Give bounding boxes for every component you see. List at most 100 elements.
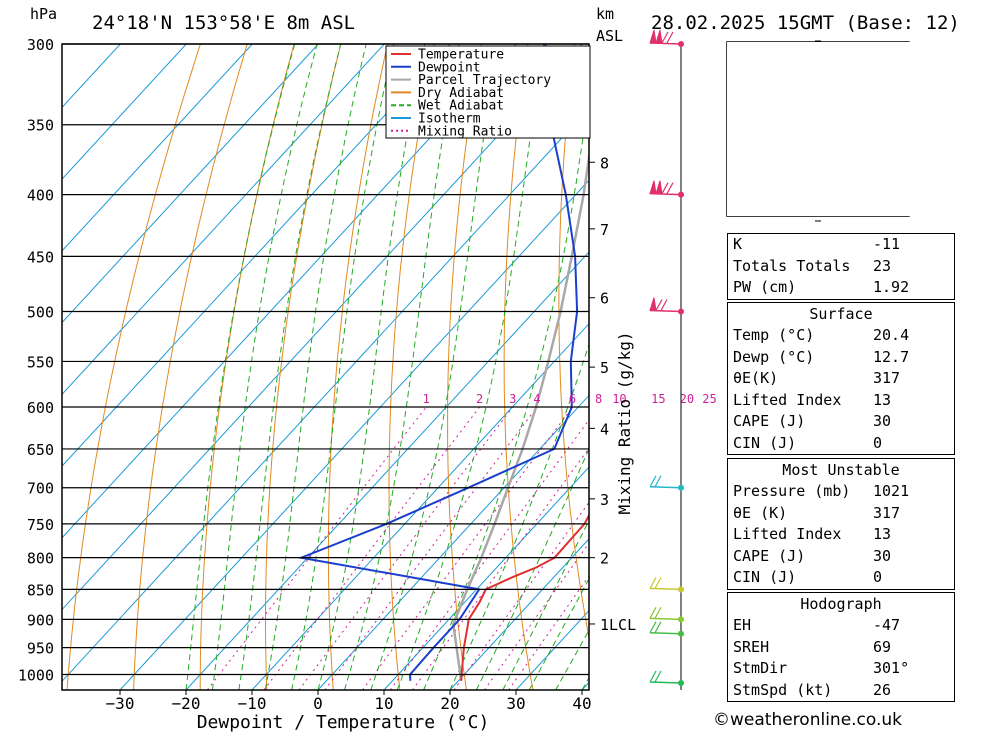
mixing-ratio-line	[411, 447, 589, 690]
mixing-ratio-label: 3	[509, 392, 516, 406]
mixing-ratio-label: 20	[680, 392, 694, 406]
row-label: Lifted Index	[733, 525, 842, 543]
dry-adiabat-line	[388, 44, 435, 690]
table-row: Lifted Index 13	[728, 390, 954, 412]
dry-adiabat-line	[66, 44, 201, 690]
isotherm-line	[251, 322, 589, 690]
row-label: K	[733, 235, 743, 253]
mixing-ratio-label: 8	[595, 392, 602, 406]
location-label: 24°18'N 153°58'E 8m ASL	[92, 12, 355, 34]
table-row: Temp (°C) 20.4	[728, 325, 954, 347]
row-value: -11	[873, 235, 901, 253]
wind-barb-shaft	[649, 587, 682, 591]
x-tick-label: −30	[106, 694, 135, 713]
isotherm-line	[62, 44, 385, 396]
wind-barb-shaft	[649, 485, 682, 489]
row-value: 30	[873, 546, 892, 565]
wet-adiabat-line	[317, 44, 426, 690]
isotherm-line	[449, 538, 589, 690]
table-row: CIN (J) 0	[728, 433, 954, 455]
wind-barb-shaft	[649, 631, 682, 635]
pressure-tick-label: 1000	[18, 667, 54, 685]
mixing-ratio-label: 25	[702, 392, 716, 406]
wind-barb-feather	[654, 670, 662, 683]
indices-table: K -11 Totals Totals 23 PW (cm) 1.92	[727, 233, 955, 300]
pressure-tick-label: 750	[27, 516, 54, 534]
legend-entry: Dewpoint	[418, 60, 481, 75]
table-row: EH -47	[728, 615, 954, 637]
row-value: 1.92	[873, 278, 910, 296]
wet-adiabat-line	[185, 44, 296, 690]
x-tick-label: 40	[572, 694, 591, 713]
legend-box	[385, 45, 591, 139]
wind-barb-icon	[649, 297, 682, 313]
table-row: CAPE (J) 30	[728, 546, 954, 568]
wind-barb-feather	[654, 607, 662, 619]
pressure-tick-label: 850	[27, 581, 54, 599]
row-label: CAPE (J)	[733, 412, 806, 430]
most-unstable-table: Most Unstable Pressure (mb) 1021 θE (K) 317 L…	[727, 458, 955, 590]
row-label: StmSpd (kt)	[733, 680, 833, 699]
pressure-tick-label: 350	[27, 117, 54, 135]
table-row: CAPE (J) 30	[728, 411, 954, 433]
row-value: 30	[873, 412, 892, 430]
table-row: SREH 69	[728, 637, 954, 659]
hodograph-panel	[727, 42, 955, 216]
hodograph-table: Hodograph EH -47 SREH 69 StmDir 301° StmSpd (kt…	[727, 592, 955, 702]
row-value: 12.7	[873, 347, 910, 366]
wind-barb-flag	[655, 29, 663, 44]
wind-barb-feather	[649, 475, 657, 488]
copyright-footer: ©weatheronline.co.uk	[713, 710, 903, 730]
pressure-tick-label: 550	[27, 353, 54, 371]
wind-barb-feather	[649, 607, 657, 619]
dry-adiabat-line	[503, 44, 534, 690]
wind-barb-feather	[649, 577, 657, 589]
mixing-ratio-label: 10	[612, 392, 626, 406]
row-label: StmDir	[733, 659, 788, 677]
legend-entry: Isotherm	[418, 112, 481, 127]
row-label: Totals Totals	[733, 256, 851, 275]
x-tick-label: 30	[506, 694, 525, 713]
row-label: Lifted Index	[733, 390, 842, 409]
wind-barb-flag	[649, 180, 657, 195]
wind-barb-feather	[654, 577, 662, 589]
row-value: 13	[873, 525, 892, 543]
table-row: Dewp (°C) 12.7	[728, 347, 954, 369]
dry-adiabat-line	[133, 44, 248, 690]
legend-entry: Parcel Trajectory	[418, 73, 551, 88]
wet-adiabat-line	[475, 447, 589, 690]
x-axis-label: Dewpoint / Temperature (°C)	[197, 712, 490, 733]
isotherm-line	[62, 44, 583, 611]
row-value: -47	[873, 616, 901, 634]
table-row: Lifted Index 13	[728, 524, 954, 546]
row-label: CAPE (J)	[733, 546, 806, 565]
mixing-ratio-label: 2	[476, 392, 483, 406]
mixing-ratio-label: 1	[423, 392, 430, 406]
parcel-trajectory-line	[452, 148, 589, 681]
row-label: CIN (J)	[733, 568, 797, 586]
wet-adiabat-line	[264, 44, 367, 690]
row-value: 317	[873, 369, 901, 387]
wind-barb-shaft	[649, 617, 682, 621]
surface-table: Surface Temp (°C) 20.4 Dewp (°C) 12.7 θE(K) 31…	[727, 302, 955, 455]
isotherm-line	[185, 251, 589, 690]
row-label: EH	[733, 616, 752, 634]
row-value: 23	[873, 256, 892, 275]
dry-adiabat-line	[663, 44, 732, 690]
row-value: 0	[873, 568, 883, 586]
height-tick-label: 3	[600, 491, 609, 509]
dry-adiabat-line	[996, 44, 1000, 690]
row-label: PW (cm)	[733, 278, 797, 296]
height-tick-label: 5	[600, 359, 609, 377]
row-value: 13	[873, 390, 892, 409]
dry-adiabat-line	[949, 44, 1000, 690]
height-tick-label: 1LCL	[600, 616, 636, 634]
plot-area	[62, 44, 1000, 690]
wind-barb-feather	[655, 299, 663, 311]
height-tick-label: 8	[600, 154, 609, 172]
wind-barb-feather	[654, 475, 662, 488]
wind-barb-feather	[666, 31, 674, 44]
height-tick-label: 2	[600, 550, 609, 568]
x-tick-label: 0	[313, 694, 323, 713]
isotherm-line	[62, 44, 253, 252]
